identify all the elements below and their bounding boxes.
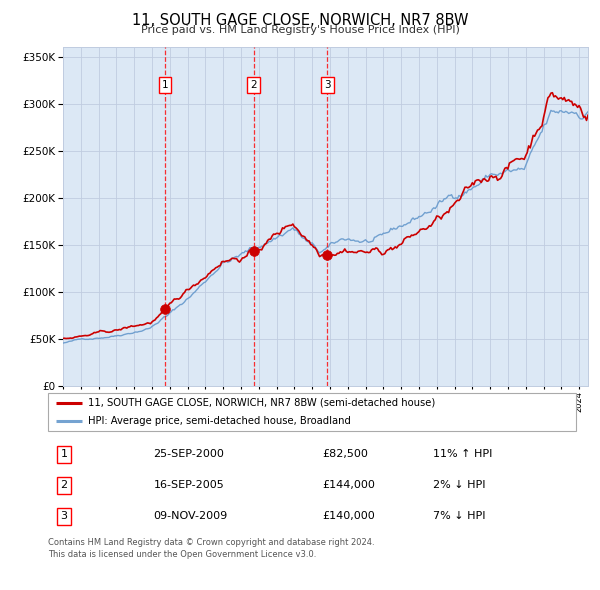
Text: 2% ↓ HPI: 2% ↓ HPI [433,480,486,490]
Text: £140,000: £140,000 [323,512,376,522]
Text: HPI: Average price, semi-detached house, Broadland: HPI: Average price, semi-detached house,… [88,416,350,426]
Text: 25-SEP-2000: 25-SEP-2000 [154,449,224,459]
Text: 7% ↓ HPI: 7% ↓ HPI [433,512,486,522]
Text: £144,000: £144,000 [323,480,376,490]
Text: 1: 1 [61,449,67,459]
Text: 3: 3 [61,512,67,522]
FancyBboxPatch shape [48,392,576,431]
Text: 11% ↑ HPI: 11% ↑ HPI [433,449,493,459]
Text: 2: 2 [250,80,257,90]
Text: 2: 2 [60,480,67,490]
Text: 09-NOV-2009: 09-NOV-2009 [154,512,228,522]
Text: 16-SEP-2005: 16-SEP-2005 [154,480,224,490]
Text: 11, SOUTH GAGE CLOSE, NORWICH, NR7 8BW: 11, SOUTH GAGE CLOSE, NORWICH, NR7 8BW [132,13,468,28]
Text: 11, SOUTH GAGE CLOSE, NORWICH, NR7 8BW (semi-detached house): 11, SOUTH GAGE CLOSE, NORWICH, NR7 8BW (… [88,398,435,408]
Text: Price paid vs. HM Land Registry's House Price Index (HPI): Price paid vs. HM Land Registry's House … [140,25,460,35]
Text: Contains HM Land Registry data © Crown copyright and database right 2024.
This d: Contains HM Land Registry data © Crown c… [48,538,374,559]
Text: £82,500: £82,500 [323,449,368,459]
Text: 1: 1 [161,80,168,90]
Text: 3: 3 [324,80,331,90]
